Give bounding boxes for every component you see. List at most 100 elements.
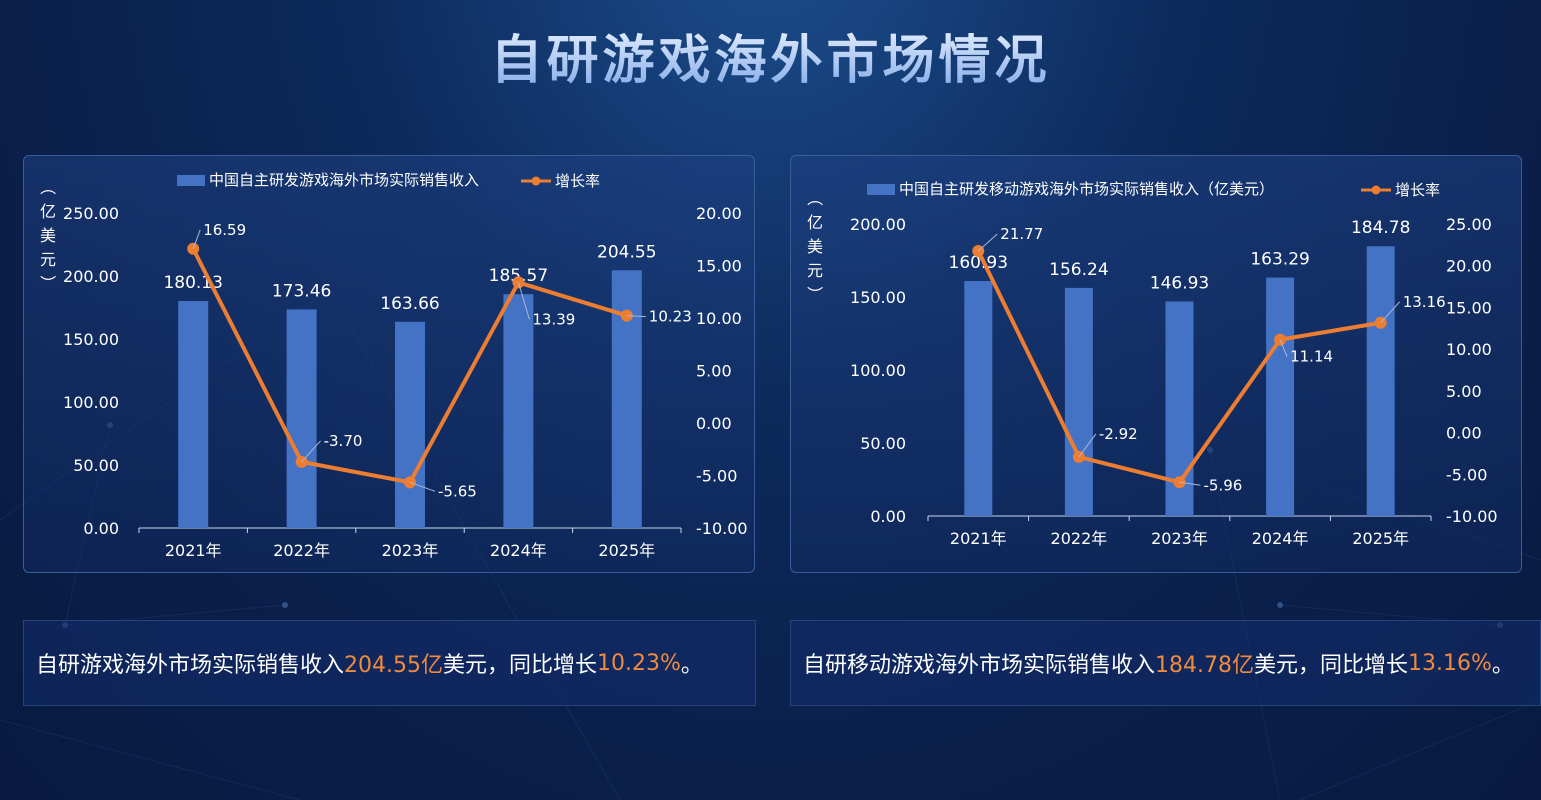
y2-tick-label: 0.00 <box>696 414 732 433</box>
bar-value-label: 163.29 <box>1250 250 1309 270</box>
legend-bar-swatch <box>867 184 895 195</box>
growth-value-label: 16.59 <box>203 221 246 239</box>
bar <box>178 301 209 528</box>
x-tick-label: 2023年 <box>1151 529 1208 548</box>
y2-tick-label: -10.00 <box>696 519 748 538</box>
x-tick-label: 2024年 <box>1252 529 1309 548</box>
growth-value-label: 13.16 <box>1403 293 1446 311</box>
y2-tick-label: 5.00 <box>1446 382 1482 401</box>
bar <box>1064 287 1093 516</box>
bar-value-label: 160.93 <box>949 253 1008 273</box>
y-tick-label: 100.00 <box>63 393 119 412</box>
x-tick-label: 2025年 <box>598 541 655 560</box>
growth-value-label: -2.92 <box>1099 425 1138 443</box>
page-title: 自研游戏海外市场情况 <box>0 18 1541 93</box>
bar-value-label: 184.78 <box>1351 218 1410 238</box>
growth-value-label: -3.70 <box>324 432 363 450</box>
bar-value-label: 163.66 <box>380 294 439 314</box>
summary-right-end: 。 <box>1491 653 1514 678</box>
growth-value-label: 21.77 <box>1000 225 1043 243</box>
y-axis-title-char: （ <box>38 179 57 195</box>
chart-panel-left: 中国自主研发游戏海外市场实际销售收入 增长率 （ 亿美元 ） 0.00 50.00 100.0… <box>23 155 755 573</box>
growth-label-leader <box>409 481 436 492</box>
y2-tick-label: 10.00 <box>1446 340 1492 359</box>
x-tick-label: 2021年 <box>950 529 1007 548</box>
revenue-growth-chart-left: 中国自主研发游戏海外市场实际销售收入 增长率 （ 亿美元 ） 0.00 50.00 100.0… <box>38 171 748 560</box>
bar <box>611 270 642 528</box>
y-axis-title: （ 亿美元 ） <box>805 190 824 302</box>
x-tick-label: 2024年 <box>490 541 547 560</box>
x-tick-label: 2022年 <box>273 541 330 560</box>
mobile-revenue-growth-chart-right: 中国自主研发移动游戏海外市场实际销售收入（亿美元） 增长率 （ 亿美元 ） 0.00 50.… <box>805 180 1498 548</box>
bar <box>503 294 534 528</box>
legend: 中国自主研发移动游戏海外市场实际销售收入（亿美元） 增长率 <box>867 180 1440 199</box>
y2-tick-label: -5.00 <box>696 467 737 486</box>
y-tick-label: 50.00 <box>860 434 906 453</box>
growth-value-label: -5.65 <box>438 482 477 500</box>
bar <box>1366 246 1395 516</box>
y-axis-title-char: 元 <box>807 261 823 280</box>
bar-value-label: 146.93 <box>1150 273 1209 293</box>
growth-label-leader <box>192 229 201 249</box>
y-tick-label: 0.00 <box>83 519 119 538</box>
y2-tick-label: -10.00 <box>1446 507 1498 526</box>
bar <box>1266 277 1295 516</box>
growth-value-label: 13.39 <box>532 310 575 328</box>
y2-tick-label: 15.00 <box>696 257 742 276</box>
summary-left: 自研游戏海外市场实际销售收入 204.55亿 美元，同比增长 10.23% 。 <box>23 620 756 706</box>
growth-label-leader <box>301 440 321 463</box>
summary-right-rate: 13.16% <box>1408 650 1492 676</box>
y2-tick-label: 25.00 <box>1446 215 1492 234</box>
legend-line-marker <box>531 176 541 186</box>
legend-line-label: 增长率 <box>1395 181 1440 199</box>
growth-label-leader <box>1380 301 1401 324</box>
bar-value-label: 204.55 <box>597 242 656 262</box>
summary-left-rate: 10.23% <box>597 650 681 676</box>
summary-right-text: 自研移动游戏海外市场实际销售收入 <box>803 653 1156 678</box>
summary-left-text: 自研游戏海外市场实际销售收入 <box>36 653 345 678</box>
y-axis-title-char: 元 <box>40 250 56 269</box>
y2-tick-label: 20.00 <box>696 204 742 223</box>
x-tick-label: 2023年 <box>382 541 439 560</box>
chart-panel-right: 中国自主研发移动游戏海外市场实际销售收入（亿美元） 增长率 （ 亿美元 ） 0.00 50.… <box>790 155 1522 573</box>
growth-value-label: -5.96 <box>1204 476 1243 494</box>
growth-label-leader <box>977 233 998 252</box>
y-axis-title-char: （ <box>805 190 824 206</box>
growth-label-leader <box>517 282 530 320</box>
y-tick-label: 150.00 <box>63 330 119 349</box>
y-tick-label: 100.00 <box>850 361 906 380</box>
y-tick-label: 50.00 <box>73 456 119 475</box>
y2-tick-label: 15.00 <box>1446 298 1492 317</box>
y-tick-label: 150.00 <box>850 288 906 307</box>
summary-left-value: 204.55亿 <box>344 653 443 678</box>
legend-line-marker <box>1371 185 1381 195</box>
y-axis-title-char: 亿 <box>807 213 823 232</box>
y2-tick-label: 0.00 <box>1446 424 1482 443</box>
summary-right-value: 184.78亿 <box>1155 653 1254 678</box>
bar-value-label: 173.46 <box>272 281 331 301</box>
summary-left-mid: 美元，同比增长 <box>443 653 598 678</box>
summary-left-end: 。 <box>680 653 703 678</box>
growth-value-label: 11.14 <box>1290 348 1333 366</box>
summary-right-mid: 美元，同比增长 <box>1254 653 1409 678</box>
y-axis-title-char: ） <box>38 275 57 291</box>
y-tick-label: 0.00 <box>870 507 906 526</box>
y-tick-label: 200.00 <box>63 267 119 286</box>
x-tick-label: 2025年 <box>1352 529 1409 548</box>
summary-right: 自研移动游戏海外市场实际销售收入 184.78亿 美元，同比增长 13.16%。 <box>790 620 1541 706</box>
y2-tick-label: 20.00 <box>1446 257 1492 276</box>
x-tick-label: 2022年 <box>1051 529 1108 548</box>
y-axis-title-char: 美 <box>807 237 823 256</box>
legend-bar-label: 中国自主研发游戏海外市场实际销售收入 <box>209 171 479 189</box>
bar <box>964 281 993 516</box>
growth-label-leader <box>1179 481 1201 486</box>
y-axis-title-char: 美 <box>40 226 56 245</box>
y-axis-title-char: 亿 <box>40 202 56 221</box>
growth-label-leader <box>1279 339 1288 357</box>
growth-label-leader <box>626 315 646 318</box>
y-axis-title: （ 亿美元 ） <box>38 179 57 291</box>
y2-tick-label: 5.00 <box>696 362 732 381</box>
bar-value-label: 156.24 <box>1049 260 1108 280</box>
legend-bar-label: 中国自主研发移动游戏海外市场实际销售收入（亿美元） <box>899 180 1274 198</box>
bar <box>395 321 425 528</box>
